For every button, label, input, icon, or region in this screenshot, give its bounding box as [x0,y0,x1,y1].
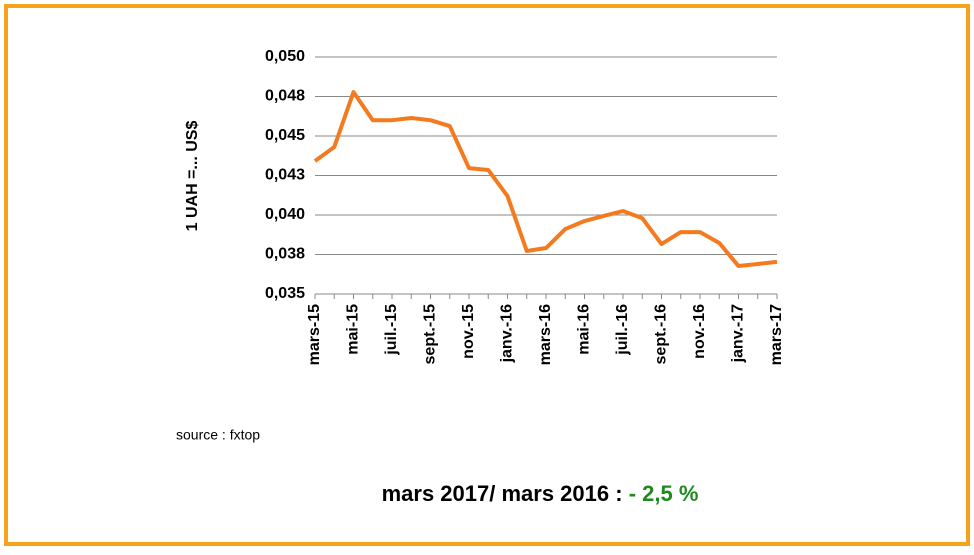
x-tick-label: juil.-16 [614,304,631,356]
x-tick-label: sept.-16 [653,304,670,365]
x-tick-label: mai-15 [345,304,362,355]
y-axis-label: 1 UAH =... US$ [184,121,201,232]
x-tick-label: mai-16 [576,304,593,355]
x-tick-label: nov.-16 [691,304,708,359]
x-tick-label: mars-17 [768,304,785,365]
source: source : fxtop [176,427,260,443]
frame [4,4,970,546]
y-tick-label: 0,035 [265,285,305,302]
summary: mars 2017/ mars 2016 : - 2,5 % [382,481,699,506]
y-tick-label: 0,043 [265,167,305,184]
x-tick-label: janv.-17 [730,304,747,364]
x-tick-label: sept.-15 [422,304,439,365]
y-tick-label: 0,038 [265,246,305,263]
y-tick-label: 0,045 [265,127,305,144]
summary-text: mars 2017/ mars 2016 : [382,481,623,506]
summary-change: - 2,5 % [629,481,699,506]
y-tick-label: 0,048 [265,88,305,105]
line-series [313,90,778,269]
x-tick-label: janv.-16 [499,304,516,364]
x-tick-label: nov.-15 [460,304,477,359]
y-tick-label: 0,050 [265,48,305,65]
x-tick-label: juil.-15 [383,304,400,356]
y-tick-label: 0,040 [265,206,305,223]
x-tick-label: mars-15 [306,304,323,365]
x-tick-label: mars-16 [537,304,554,365]
